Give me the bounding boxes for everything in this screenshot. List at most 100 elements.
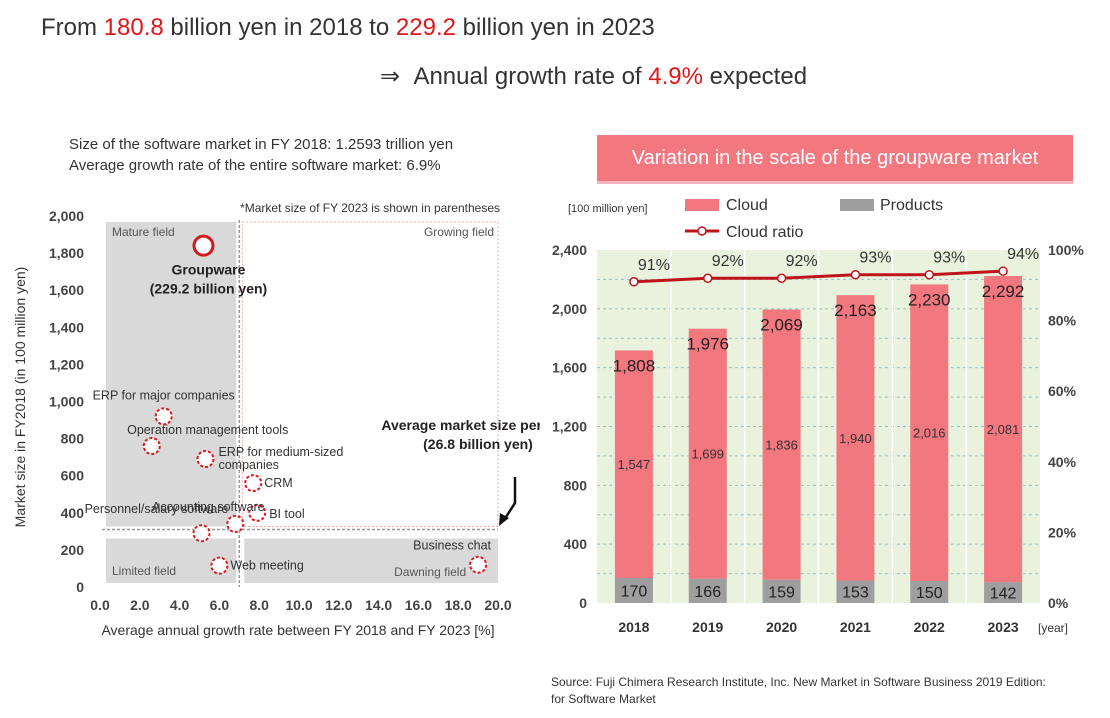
bar-cloud-2019 [688, 328, 727, 579]
bar-cloud-2022 [910, 284, 949, 581]
legend-ratio-marker [697, 226, 707, 236]
dawning-field-area [244, 538, 498, 583]
y-tick-label: 2,000 [552, 301, 587, 317]
bar-cloud-2018 [614, 350, 653, 578]
cloud-value-label: 1,699 [691, 447, 724, 462]
point-marker [196, 450, 215, 469]
cloud-value-label: 2,016 [913, 426, 946, 441]
positioning-scatter-chart: *Market size of FY 2023 is shown in pare… [12, 201, 540, 638]
y-tick-label: 400 [61, 505, 85, 521]
y-tick-label: 1,800 [49, 245, 84, 261]
cloud-ratio-label: 91% [638, 257, 670, 274]
point-label-8: Web meeting [230, 559, 303, 573]
x-tick-label: 8.0 [249, 597, 269, 613]
total-value-label: 1,976 [686, 335, 729, 354]
headline-value-2023: 229.2 [395, 14, 456, 41]
point-label-6: Accounting software [152, 500, 265, 514]
scatter-point-9 [469, 555, 488, 574]
x-axis-label: Average annual growth rate between FY 20… [101, 622, 494, 638]
point-label-5: Personnel/salary software [85, 502, 229, 516]
point-label-4: CRM [264, 476, 292, 490]
products-value-label: 166 [694, 584, 721, 601]
legend-cloud-label: Cloud [726, 197, 768, 214]
market-size-note: Size of the software market in FY 2018: … [69, 136, 454, 153]
x-tick-label: 2019 [692, 619, 723, 635]
cloud-ratio-label: 92% [712, 253, 744, 270]
mature-field-label: Mature field [112, 225, 175, 239]
headline-line-1: From 180.8 billion yen in 2018 to 229.2 … [41, 14, 655, 41]
bar-cloud-2021 [836, 295, 875, 581]
y-tick-label: 2,400 [552, 242, 587, 258]
bar-products-2019 [688, 578, 727, 603]
y-tick-label: 800 [61, 431, 85, 447]
legend-products-swatch [840, 199, 874, 211]
products-value-label: 153 [842, 585, 869, 602]
headline-value-2018: 180.8 [103, 14, 164, 41]
bar-chart-title: Variation in the scale of the groupware … [597, 135, 1073, 181]
total-value-label: 2,163 [834, 301, 877, 320]
groupware-sublabel: (229.2 billion yen) [150, 281, 267, 297]
groupware-market-bar-chart: [100 million yen] Cloud Products Cloud rati… [552, 197, 1084, 635]
scatter-point-7 [248, 503, 267, 522]
cloud-ratio-label: 94% [1007, 246, 1039, 263]
total-value-label: 2,230 [908, 290, 951, 309]
cloud-ratio-label: 93% [933, 250, 965, 267]
bar-products-2023 [984, 582, 1023, 603]
x-unit-label: [year] [1038, 621, 1068, 635]
bar-products-2021 [836, 580, 875, 603]
products-value-label: 142 [990, 586, 1017, 603]
bar-cloud-2020 [762, 309, 801, 580]
cloud-ratio-point [850, 269, 861, 280]
bar-group-2018: 170 1,547 1,808 [613, 350, 656, 603]
total-value-label: 1,808 [613, 356, 656, 375]
y-tick-label: 1,000 [49, 394, 84, 410]
y-tick-label: 1,600 [49, 282, 84, 298]
x-tick-label: 0.0 [90, 597, 110, 613]
mature-field-area [106, 222, 237, 527]
x-tick-label: 6.0 [210, 597, 230, 613]
total-value-label: 2,069 [760, 316, 803, 335]
products-value-label: 170 [621, 583, 648, 600]
average-arrow-line [502, 477, 517, 521]
bar-group-2023: 142 2,081 2,292 [982, 276, 1025, 603]
y-axis-label: Market size in FY2018 (in 100 million ye… [12, 267, 28, 528]
products-value-label: 159 [768, 584, 795, 601]
y-tick-label: 800 [564, 477, 588, 493]
products-value-label: 150 [916, 585, 943, 602]
cloud-ratio-line [633, 269, 1004, 284]
point-marker [154, 407, 173, 426]
average-market-value: (26.8 billion yen) [423, 436, 533, 452]
point-label-9: Business chat [413, 539, 491, 553]
x-tick-label: 16.0 [405, 597, 432, 613]
cloud-ratio-label: 92% [786, 253, 818, 270]
y-tick-label: 600 [61, 468, 85, 484]
cloud-ratio-point [924, 269, 934, 280]
y2-tick-label: 80% [1048, 313, 1077, 329]
x-tick-label: 2022 [914, 619, 945, 635]
point-marker [248, 503, 267, 522]
source-note: Source: Fuji Chimera Research Institute,… [551, 675, 1046, 706]
bar-cloud-2023 [984, 276, 1023, 583]
point-label-3b: companies [218, 458, 278, 472]
groupware-label: Groupware [172, 262, 246, 278]
scatter-point-6 [226, 514, 245, 533]
scatter-point-0: Groupware (229.2 billion yen) [150, 234, 267, 297]
y-tick-label: 1,200 [49, 356, 84, 372]
scatter-point-8 [210, 556, 229, 575]
x-tick-label: 12.0 [325, 597, 352, 613]
scatter-point-4 [244, 474, 263, 493]
x-tick-label: 2021 [840, 619, 871, 635]
growing-field-area [241, 221, 499, 527]
point-label-3: ERP for medium-sized [218, 445, 343, 459]
average-market-label: Average market size per item [381, 417, 540, 433]
scatter-point-5 [192, 524, 211, 543]
point-marker [469, 555, 488, 574]
cloud-value-label: 1,940 [839, 431, 872, 446]
y-tick-label: 200 [61, 542, 85, 558]
x-tick-label: 2018 [618, 619, 649, 635]
total-value-label: 2,292 [982, 282, 1025, 301]
cloud-ratio-label: 93% [859, 250, 891, 267]
x-tick-label: 20.0 [484, 597, 511, 613]
point-marker [142, 437, 161, 456]
point-label-1: ERP for major companies [93, 388, 235, 402]
